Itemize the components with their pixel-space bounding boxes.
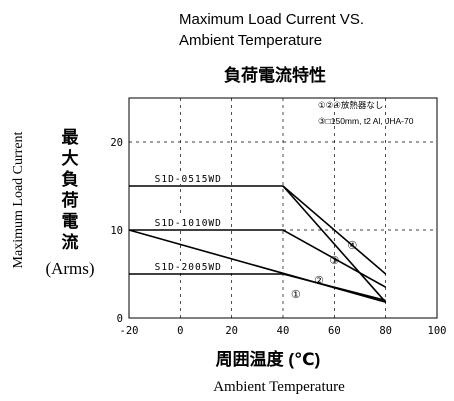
title-jp: 負荷電流特性 (224, 65, 326, 85)
curve-marker: ① (291, 289, 301, 301)
series-label: S1D-1010WD (155, 218, 222, 229)
series-label-bg (152, 173, 229, 184)
series-line (282, 185, 387, 303)
x-tick-label: 100 (428, 325, 447, 337)
series-label: S1D-2005WD (155, 262, 222, 273)
title-en-line2: Ambient Temperature (179, 32, 322, 49)
x-tick-label: 20 (225, 325, 238, 337)
ylabel-jp-char: 負 (62, 170, 79, 189)
grid (129, 98, 437, 318)
xlabel-jp: 周囲温度 (℃) (216, 349, 321, 369)
ylabel-jp-char: 最 (62, 128, 80, 147)
y-axis-ticks: 0 10 20 (110, 137, 123, 325)
xlabel-en: Ambient Temperature (213, 379, 345, 395)
y-tick-label: 0 (117, 313, 123, 325)
series-lines (128, 185, 387, 303)
curve-marker: ② (314, 275, 324, 287)
legend-notes: ①②④放熱器なし ③□150mm, t2 Al, JHA-70 (318, 100, 414, 126)
legend-note-1: ①②④放熱器なし (318, 100, 383, 110)
x-tick-label: 80 (379, 325, 392, 337)
x-axis-ticks: -20 0 20 40 60 80 100 (120, 325, 447, 337)
y-tick-label: 10 (110, 225, 123, 237)
ylabel-unit: (Arms) (45, 259, 94, 278)
series-label-bg (152, 261, 229, 272)
ylabel-jp-char: 荷 (62, 190, 79, 210)
legend-note-2: ③□150mm, t2 Al, JHA-70 (318, 116, 414, 126)
series-line (129, 229, 387, 288)
series-label-bg (152, 217, 229, 228)
ylabel-jp-char: 電 (62, 212, 79, 231)
curve-marker: ③ (329, 255, 339, 267)
ylabel-jp-char: 流 (62, 232, 79, 252)
series-label: S1D-0515WD (155, 174, 222, 185)
ylabel-jp-char: 大 (62, 148, 79, 168)
curve-markers: ① ②③④ (291, 240, 357, 301)
x-tick-label: -20 (120, 325, 139, 337)
x-tick-label: 60 (328, 325, 341, 337)
x-tick-label: 0 (177, 325, 183, 337)
y-tick-label: 20 (110, 137, 123, 149)
title-en-line1: Maximum Load Current VS. (179, 11, 364, 28)
plot-frame (128, 97, 438, 319)
series-labels: S1D-0515WD S1D-1010WD S1D-2005WD (152, 173, 229, 273)
x-tick-label: 40 (277, 325, 290, 337)
series-line (129, 273, 386, 302)
curve-marker: ④ (347, 240, 357, 252)
series-line (128, 229, 386, 303)
ylabel-en: Maximum Load Current (11, 131, 26, 268)
